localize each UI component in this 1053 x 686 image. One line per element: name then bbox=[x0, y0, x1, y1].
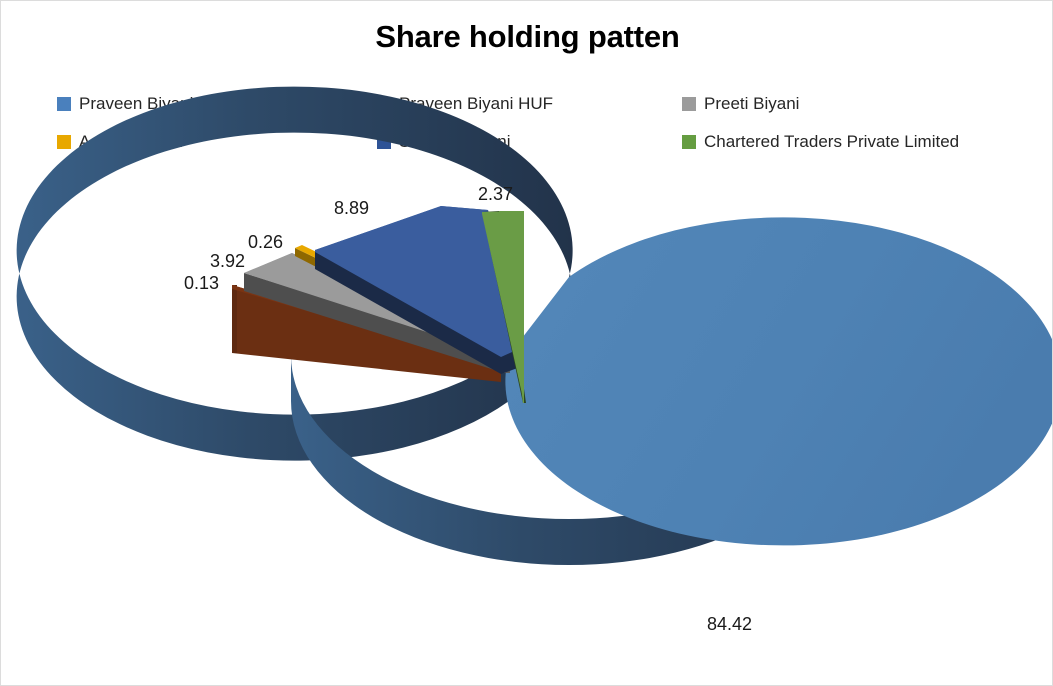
pie-slice-praveen-biyani[interactable] bbox=[16, 86, 1053, 565]
legend-swatch-icon bbox=[682, 97, 696, 111]
pie-slice-top-edge bbox=[315, 206, 523, 357]
legend-swatch-icon bbox=[682, 135, 696, 149]
legend-item-chartered-traders-private-limited[interactable]: Chartered Traders Private Limited bbox=[682, 123, 1017, 161]
pie-slice-side bbox=[315, 250, 501, 374]
chart-title: Share holding patten bbox=[375, 19, 680, 54]
legend-item-preeti-biyani[interactable]: Preeti Biyani bbox=[682, 85, 1017, 123]
pie-slice-top bbox=[505, 217, 1052, 546]
pie-slice-chartered-traders-private-limited[interactable] bbox=[482, 211, 526, 403]
pie-slice-side bbox=[232, 285, 501, 382]
data-label-praveen-biyani-huf: 0.13 bbox=[184, 273, 220, 293]
pie-slice-side bbox=[244, 273, 504, 373]
data-label-aastha-biyani: 0.26 bbox=[248, 232, 284, 252]
legend-item-label: Preeti Biyani bbox=[704, 94, 800, 113]
legend-swatch-icon bbox=[57, 97, 71, 111]
pie-slice-top-face bbox=[482, 211, 524, 403]
legend-item-label: Praveen Biyani HUF bbox=[399, 94, 554, 113]
data-label-sitadevi-biyani: 8.89 bbox=[334, 198, 370, 218]
data-label-praveen-biyani: 84.42 bbox=[707, 614, 753, 634]
legend-swatch-icon bbox=[57, 135, 71, 149]
legend-item-label: Chartered Traders Private Limited bbox=[704, 132, 960, 151]
pie-slice-side-end bbox=[232, 285, 237, 353]
data-label-chartered-traders: 2.37 bbox=[478, 184, 514, 204]
data-label-preeti-biyani: 3.92 bbox=[210, 251, 246, 271]
